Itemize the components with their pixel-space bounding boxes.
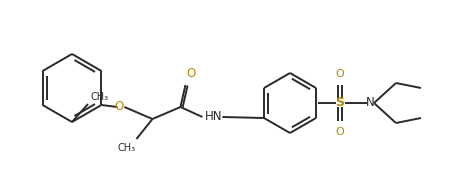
Text: S: S xyxy=(335,97,345,109)
Text: O: O xyxy=(336,127,345,137)
Text: HN: HN xyxy=(205,111,222,124)
Text: CH₃: CH₃ xyxy=(117,143,135,153)
Text: N: N xyxy=(365,97,374,109)
Text: O: O xyxy=(115,101,124,113)
Text: O: O xyxy=(336,69,345,79)
Text: O: O xyxy=(186,67,196,80)
Text: CH₃: CH₃ xyxy=(90,92,108,102)
